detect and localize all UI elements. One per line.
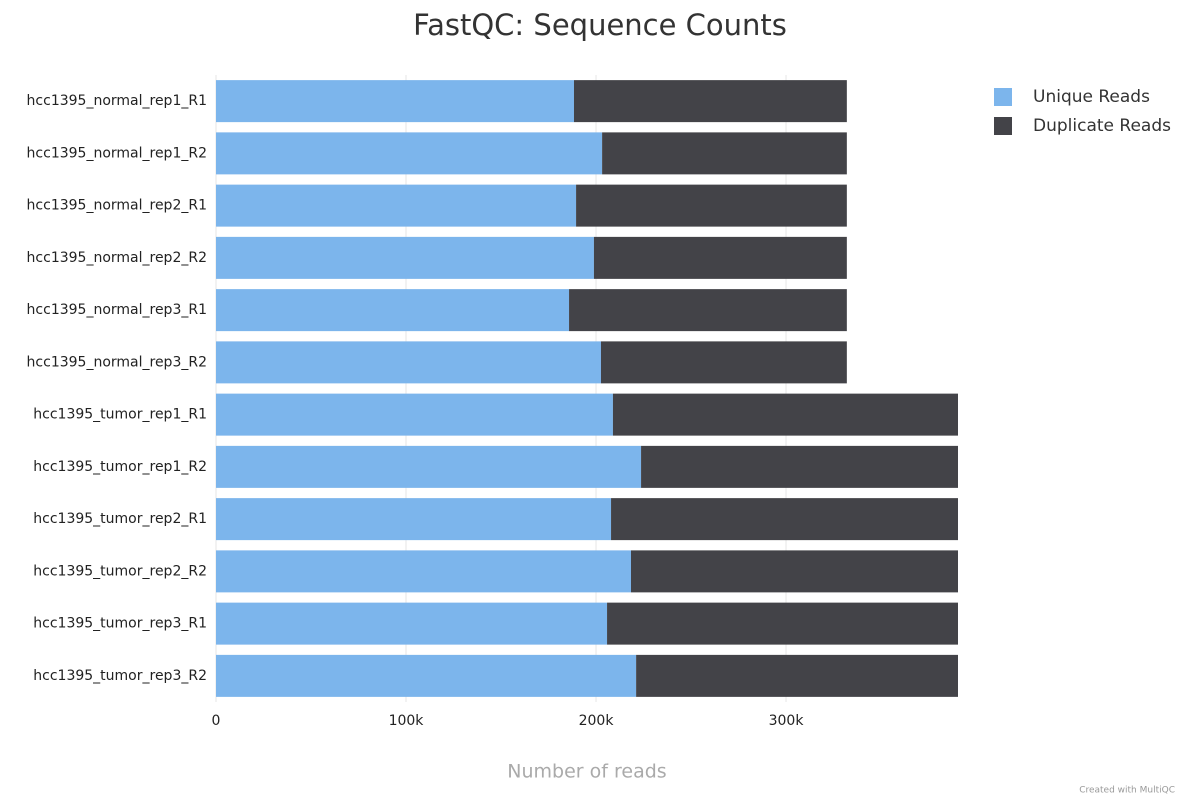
bar-segment [607,602,958,645]
x-tick-label: 0 [212,713,221,729]
bar-segment [216,341,601,384]
bar-segment [216,184,577,227]
chart-title: FastQC: Sequence Counts [413,8,787,42]
legend-swatch [994,88,1012,106]
bar-segment [636,654,958,697]
y-tick-label: hcc1395_tumor_rep2_R2 [33,563,207,579]
legend-swatch [994,117,1012,135]
bar-segment [630,550,958,593]
bar-segment [216,132,603,175]
y-tick-label: hcc1395_normal_rep3_R1 [27,302,207,318]
bar-segment [216,550,631,593]
bar-segment [612,393,958,436]
y-tick-label: hcc1395_normal_rep2_R2 [27,250,207,266]
x-axis-title: Number of reads [507,761,666,783]
x-tick-label: 100k [389,713,425,729]
y-tick-label: hcc1395_tumor_rep3_R1 [33,616,207,632]
y-tick-label: hcc1395_normal_rep1_R1 [27,93,207,109]
y-tick-label: hcc1395_tumor_rep2_R1 [33,511,207,527]
y-tick-label: hcc1395_tumor_rep1_R2 [33,459,207,475]
bar-segment [576,184,847,227]
bar-segment [216,602,608,645]
bar-segment [641,445,958,488]
bar-segment [216,236,594,279]
bar-segment [216,289,570,332]
credit: Created with MultiQC [1079,786,1175,796]
y-tick-label: hcc1395_normal_rep3_R2 [27,354,207,370]
legend-label: Unique Reads [1033,87,1150,107]
x-tick-label: 300k [769,713,805,729]
y-tick-label: hcc1395_tumor_rep1_R1 [33,407,207,423]
y-tick-label: hcc1395_normal_rep2_R1 [27,198,207,214]
bar-segment [569,289,847,332]
bar-segment [602,132,847,175]
x-tick-label: 200k [579,713,615,729]
y-tick-label: hcc1395_normal_rep1_R2 [27,145,207,161]
bar-segment [216,498,612,541]
bar-segment [600,341,847,384]
bar-segment [216,393,613,436]
bar-segment [216,445,642,488]
bar-segment [593,236,847,279]
legend-label: Duplicate Reads [1033,116,1171,136]
bar-segment [611,498,958,541]
bar-segment [573,80,847,123]
bar-segment [216,654,637,697]
y-tick-label: hcc1395_tumor_rep3_R2 [33,668,207,684]
bar-segment [216,80,574,123]
